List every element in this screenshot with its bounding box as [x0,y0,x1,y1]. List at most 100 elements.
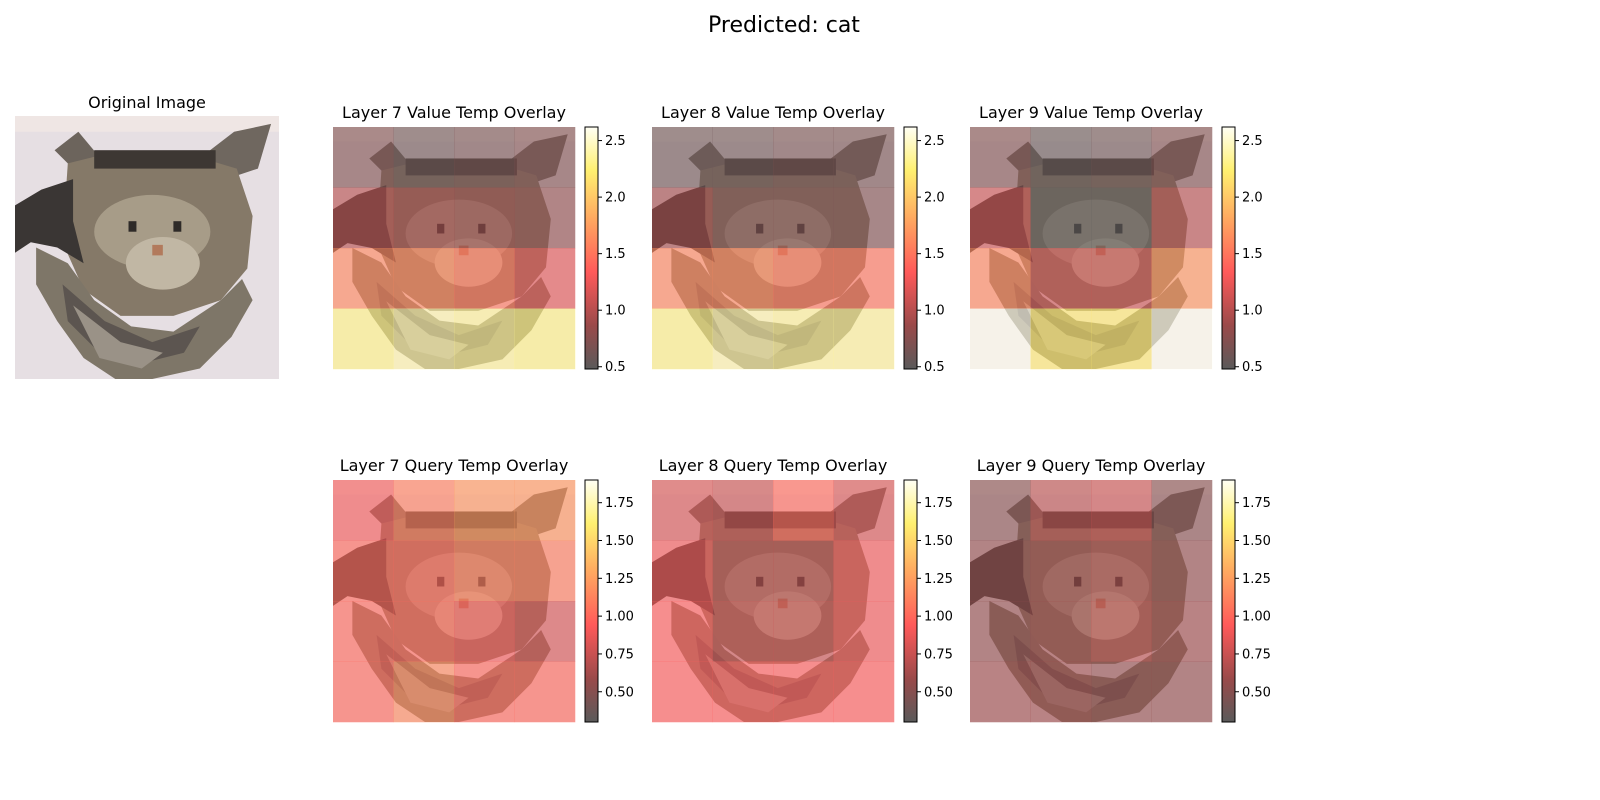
heatmap-cell [1030,480,1092,541]
heatmap-cell [833,540,895,602]
colorbar-tick-label: 1.50 [1242,534,1271,549]
heatmap-cell [454,601,515,662]
heatmap-cell [773,127,834,188]
colorbar [584,126,599,370]
heatmap-cell [514,127,576,188]
heatmap-title: Layer 8 Query Temp Overlay [659,456,888,475]
heatmap-cell [393,661,455,723]
heatmap-cell [514,308,576,370]
heatmap-cell [1151,308,1213,370]
heatmap-cell [333,187,394,249]
heatmap-cell [970,601,1031,662]
heatmap-panel: Layer 8 Value Temp Overlay 0.5 1.0 1.5 2.0 2.… [652,103,945,375]
heatmap-cell [1030,601,1092,662]
heatmap-cell [454,540,515,602]
heatmap-cell [833,127,895,188]
heatmap-cell [1030,248,1092,309]
colorbar-tick-label: 0.50 [1242,685,1271,700]
heatmap-cell [1091,187,1152,249]
heatmap-cell [833,480,895,541]
heatmap-cell [773,480,834,541]
colorbar-tick-label: 2.0 [605,191,626,206]
heatmap-cell [1091,127,1152,188]
heatmap-cell [833,308,895,370]
heatmap-cell [773,661,834,723]
heatmap-cell [514,248,576,309]
heatmap-cell [454,308,515,370]
heatmap-cell [514,187,576,249]
heatmap-cell [652,248,713,309]
heatmap-cell [833,248,895,309]
heatmap-cell [970,540,1031,602]
heatmap-cell [712,187,774,249]
colorbar-tick-label: 1.50 [605,534,634,549]
heatmap-cell [773,540,834,602]
heatmap-cell [454,248,515,309]
heatmap-cell [652,187,713,249]
heatmap-cell [652,540,713,602]
heatmap-cell [333,480,394,541]
heatmap-cell [1030,127,1092,188]
colorbar-tick-label: 0.50 [924,685,953,700]
colorbar-tick-label: 0.5 [605,360,626,375]
colorbar-tick-label: 0.50 [605,685,634,700]
heatmap-cell [1091,248,1152,309]
colorbar-tick-label: 0.75 [924,647,953,662]
original-image-title: Original Image [88,93,206,112]
heatmap-cell [970,480,1031,541]
heatmap-cell [1030,661,1092,723]
heatmap-cell [1091,480,1152,541]
colorbar [903,479,918,723]
heatmap-cell [712,308,774,370]
heatmap-cell [454,127,515,188]
heatmap-cell [712,248,774,309]
heatmap-cell [514,540,576,602]
heatmap-cell [1030,187,1092,249]
heatmap-cell [1151,187,1213,249]
heatmap-cell [833,187,895,249]
heatmap-cell [333,308,394,370]
heatmap-panel: Layer 7 Query Temp Overlay 0.50 0.75 1.00 1.… [333,456,634,723]
heatmap-cell [454,661,515,723]
heatmap-panel: Layer 9 Query Temp Overlay 0.50 0.75 1.00 1.… [970,456,1271,723]
heatmap-cell [333,127,394,188]
heatmap-cell [773,601,834,662]
colorbar-tick-label: 1.75 [924,496,953,511]
colorbar-tick-label: 0.5 [1242,360,1263,375]
colorbar-tick-label: 0.75 [1242,647,1271,662]
colorbar-tick-label: 1.00 [605,610,634,625]
heatmap-title: Layer 9 Value Temp Overlay [979,103,1203,122]
heatmap-cell [333,601,394,662]
heatmap-cell [712,127,774,188]
colorbar-tick-label: 2.5 [1242,134,1263,149]
figure-suptitle: Predicted: cat [708,13,860,38]
heatmap-cell [1151,601,1213,662]
heatmap-cell [712,480,774,541]
heatmap-cell [514,480,576,541]
colorbar-tick-label: 0.75 [605,647,634,662]
colorbar-tick-label: 1.25 [1242,572,1271,587]
heatmap-title: Layer 9 Query Temp Overlay [977,456,1206,475]
colorbar-tick-label: 1.75 [1242,496,1271,511]
heatmap-cell [393,127,455,188]
colorbar-tick-label: 2.5 [605,134,626,149]
heatmap-cell [333,661,394,723]
heatmap-cell [1151,248,1213,309]
colorbar-tick-label: 0.5 [924,360,945,375]
heatmap-cell [652,601,713,662]
colorbar-tick-label: 1.00 [1242,610,1271,625]
colorbar-tick-label: 1.5 [605,247,626,262]
heatmap-title: Layer 8 Value Temp Overlay [661,103,885,122]
heatmap-cell [712,601,774,662]
heatmap-cell [393,187,455,249]
heatmap-cell [773,248,834,309]
heatmap-panel: Layer 8 Query Temp Overlay 0.50 0.75 1.00 1.… [652,456,953,723]
heatmap-cell [652,127,713,188]
heatmap-cell [1151,480,1213,541]
heatmap-cell [1030,540,1092,602]
heatmap-cell [833,601,895,662]
heatmap-cell [514,601,576,662]
colorbar [1221,126,1236,370]
heatmap-cell [333,540,394,602]
heatmap-cell [1091,308,1152,370]
